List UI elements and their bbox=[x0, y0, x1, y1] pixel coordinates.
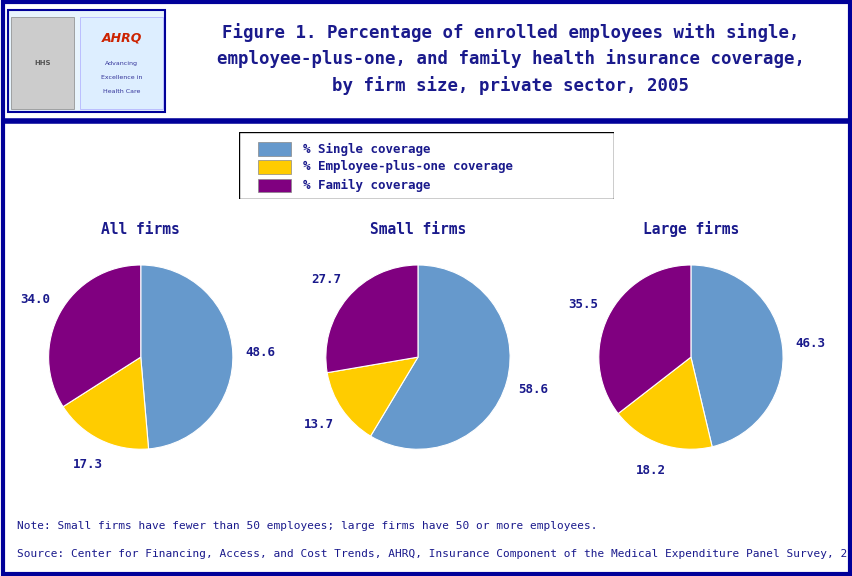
Wedge shape bbox=[63, 357, 148, 449]
Text: Note: Small firms have fewer than 50 employees; large firms have 50 or more empl: Note: Small firms have fewer than 50 emp… bbox=[17, 521, 596, 531]
Text: % Family coverage: % Family coverage bbox=[302, 179, 429, 192]
Text: % Single coverage: % Single coverage bbox=[302, 142, 429, 156]
Text: Source: Center for Financing, Access, and Cost Trends, AHRQ, Insurance Component: Source: Center for Financing, Access, an… bbox=[17, 550, 852, 559]
Text: 58.6: 58.6 bbox=[518, 382, 548, 396]
Text: % Employee-plus-one coverage: % Employee-plus-one coverage bbox=[302, 161, 512, 173]
Text: 18.2: 18.2 bbox=[636, 464, 665, 476]
FancyBboxPatch shape bbox=[80, 17, 163, 109]
FancyBboxPatch shape bbox=[11, 17, 74, 109]
Text: Health Care: Health Care bbox=[103, 89, 141, 93]
Wedge shape bbox=[618, 357, 711, 449]
Wedge shape bbox=[325, 265, 417, 373]
Title: All firms: All firms bbox=[101, 222, 180, 237]
FancyBboxPatch shape bbox=[257, 179, 291, 192]
Text: 46.3: 46.3 bbox=[794, 337, 824, 350]
Text: 27.7: 27.7 bbox=[311, 274, 341, 286]
Text: AHRQ: AHRQ bbox=[101, 32, 141, 44]
Wedge shape bbox=[49, 265, 141, 407]
Title: Large firms: Large firms bbox=[642, 221, 738, 237]
FancyBboxPatch shape bbox=[257, 160, 291, 173]
Text: 13.7: 13.7 bbox=[304, 418, 334, 431]
Text: HHS: HHS bbox=[34, 60, 50, 66]
FancyBboxPatch shape bbox=[239, 132, 613, 199]
Title: Small firms: Small firms bbox=[370, 222, 465, 237]
Text: Figure 1. Percentage of enrolled employees with single,
employee-plus-one, and f: Figure 1. Percentage of enrolled employe… bbox=[216, 23, 804, 94]
Wedge shape bbox=[598, 265, 690, 414]
Wedge shape bbox=[327, 357, 417, 436]
Text: 48.6: 48.6 bbox=[245, 346, 275, 358]
Wedge shape bbox=[141, 265, 233, 449]
FancyBboxPatch shape bbox=[257, 142, 291, 156]
Text: Excellence in: Excellence in bbox=[101, 75, 142, 79]
Wedge shape bbox=[690, 265, 782, 447]
Text: 17.3: 17.3 bbox=[72, 458, 102, 471]
Text: 34.0: 34.0 bbox=[20, 293, 50, 306]
Text: 35.5: 35.5 bbox=[567, 298, 598, 311]
FancyBboxPatch shape bbox=[9, 10, 164, 112]
Wedge shape bbox=[370, 265, 509, 449]
Text: Advancing: Advancing bbox=[105, 61, 138, 66]
